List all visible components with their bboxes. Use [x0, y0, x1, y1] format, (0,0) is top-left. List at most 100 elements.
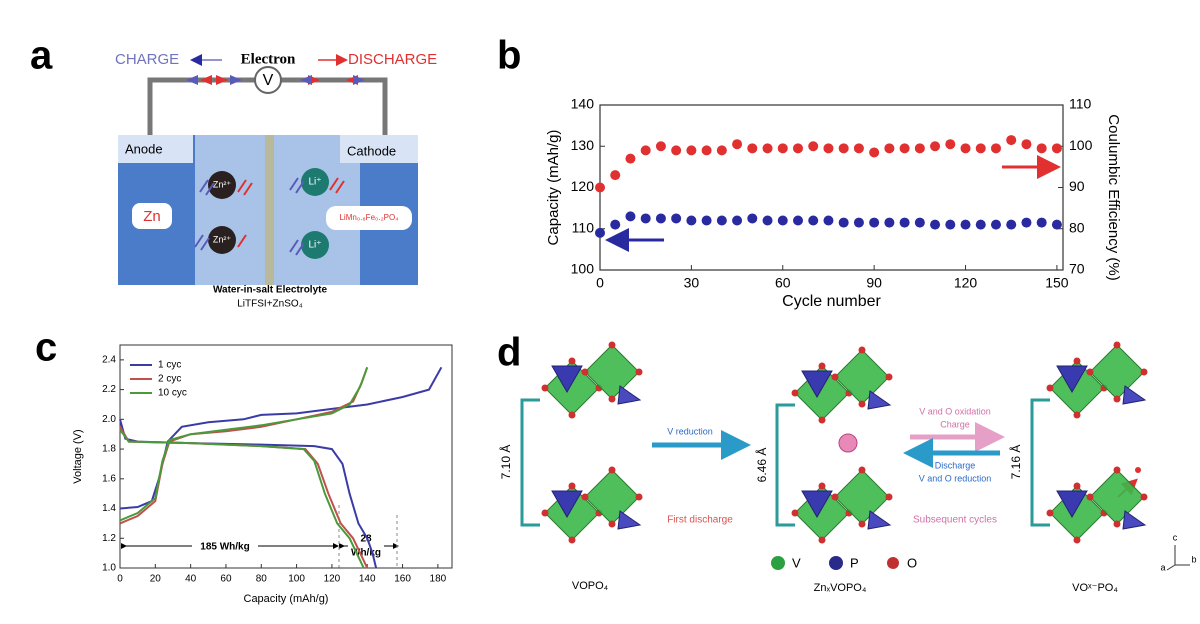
atom — [581, 493, 589, 501]
atom — [568, 357, 576, 365]
ion — [208, 171, 236, 199]
y-tick-label: 1.6 — [102, 473, 116, 484]
data-point — [914, 217, 925, 228]
y-axis-title: Voltage (V) — [72, 429, 84, 483]
data-point — [823, 215, 834, 226]
data-point — [899, 217, 910, 228]
x-tick-label: 0 — [117, 574, 123, 585]
atom — [885, 493, 893, 501]
wire — [281, 77, 388, 135]
x-tick-label: 80 — [256, 574, 268, 585]
data-point — [671, 145, 682, 156]
y-tick-label: 140 — [571, 96, 595, 112]
ion-label: Li⁺ — [308, 177, 321, 188]
ion — [301, 231, 329, 259]
data-point — [1021, 217, 1032, 228]
data-point — [625, 153, 636, 164]
tetrahedron — [1056, 490, 1088, 519]
tetrahedron — [1056, 365, 1088, 394]
atom — [858, 346, 866, 354]
tetrahedron — [1122, 510, 1147, 530]
process-label: Charge — [940, 419, 970, 429]
ion-arrow — [194, 177, 305, 256]
y-tick-label: 130 — [571, 137, 595, 153]
y-axis-title: Capacity (mAh/g) — [545, 130, 562, 246]
y-tick-label: 1.2 — [102, 533, 116, 544]
x-tick-label: 30 — [684, 275, 700, 291]
crystal-axes — [1166, 545, 1190, 571]
ion-arrow — [237, 177, 345, 248]
data-line — [119, 366, 369, 569]
compound: VOˣ⁻PO₄ — [1072, 582, 1118, 594]
atom — [1046, 509, 1054, 517]
atom — [858, 466, 866, 474]
atom — [818, 536, 826, 544]
data-point — [777, 215, 788, 226]
bracket — [1030, 398, 1050, 527]
atom — [791, 389, 799, 397]
atom — [818, 482, 826, 490]
atom — [831, 493, 839, 501]
process-label: Discharge — [935, 460, 976, 470]
atom — [1073, 482, 1081, 490]
legend-marker — [771, 556, 785, 570]
panel-label: d — [497, 331, 521, 375]
data-point — [1006, 135, 1017, 146]
process-label: V and O reduction — [919, 473, 992, 483]
anode-label: Anode — [125, 141, 163, 156]
polyhedra — [1046, 341, 1148, 419]
legend-label: 2 cyc — [158, 374, 181, 385]
atom — [858, 520, 866, 528]
legend-label: V — [792, 555, 801, 570]
label-box — [326, 206, 412, 230]
data-point — [869, 147, 880, 158]
data-point — [732, 139, 743, 150]
y-tick-label: 1.4 — [102, 503, 116, 514]
atom — [541, 509, 549, 517]
data-point — [945, 219, 956, 230]
atom — [791, 509, 799, 517]
polyhedra — [1046, 466, 1148, 544]
tetrahedron — [551, 490, 583, 519]
data-point — [853, 217, 864, 228]
ion-label: Zn²⁺ — [213, 179, 232, 189]
y-tick-label: 1.8 — [102, 444, 116, 455]
polyhedra — [541, 341, 643, 419]
tetrahedron — [617, 385, 642, 405]
data-point — [930, 141, 941, 152]
x-tick-label: 60 — [775, 275, 791, 291]
data-point — [884, 143, 895, 154]
x-tick-label: 180 — [430, 574, 447, 585]
x-tick-label: 40 — [185, 574, 197, 585]
spacing: 7.10 Å — [498, 445, 513, 480]
panel-label: b — [497, 34, 521, 78]
y2-axis-title: Coulumbic Efficiency (%) — [1105, 114, 1122, 280]
annotation: 185 Wh/kg — [200, 542, 249, 553]
data-point — [671, 213, 682, 224]
y-tick-label: 2.2 — [102, 384, 116, 395]
data-point — [945, 139, 956, 150]
spacing: 7.16 Å — [1008, 445, 1023, 480]
data-point — [1036, 217, 1047, 228]
x-tick-label: 0 — [596, 275, 604, 291]
atom — [1073, 357, 1081, 365]
meter-label: V — [263, 72, 274, 89]
atom — [541, 384, 549, 392]
tetrahedron — [867, 510, 892, 530]
data-point — [747, 143, 758, 154]
data-point — [686, 215, 697, 226]
axis-name: b — [1191, 554, 1196, 564]
data-point — [838, 217, 849, 228]
data-point — [701, 145, 712, 156]
tetrahedron — [617, 510, 642, 530]
atom — [818, 416, 826, 424]
annotation: 28 — [360, 534, 372, 545]
legend-label: 10 cyc — [158, 388, 187, 399]
data-point — [701, 215, 712, 226]
y-tick-label: 2.4 — [102, 355, 116, 366]
data-point — [975, 143, 986, 154]
data-point — [930, 219, 941, 230]
x-tick-label: 100 — [288, 574, 305, 585]
data-point — [808, 141, 819, 152]
data-point — [762, 215, 773, 226]
